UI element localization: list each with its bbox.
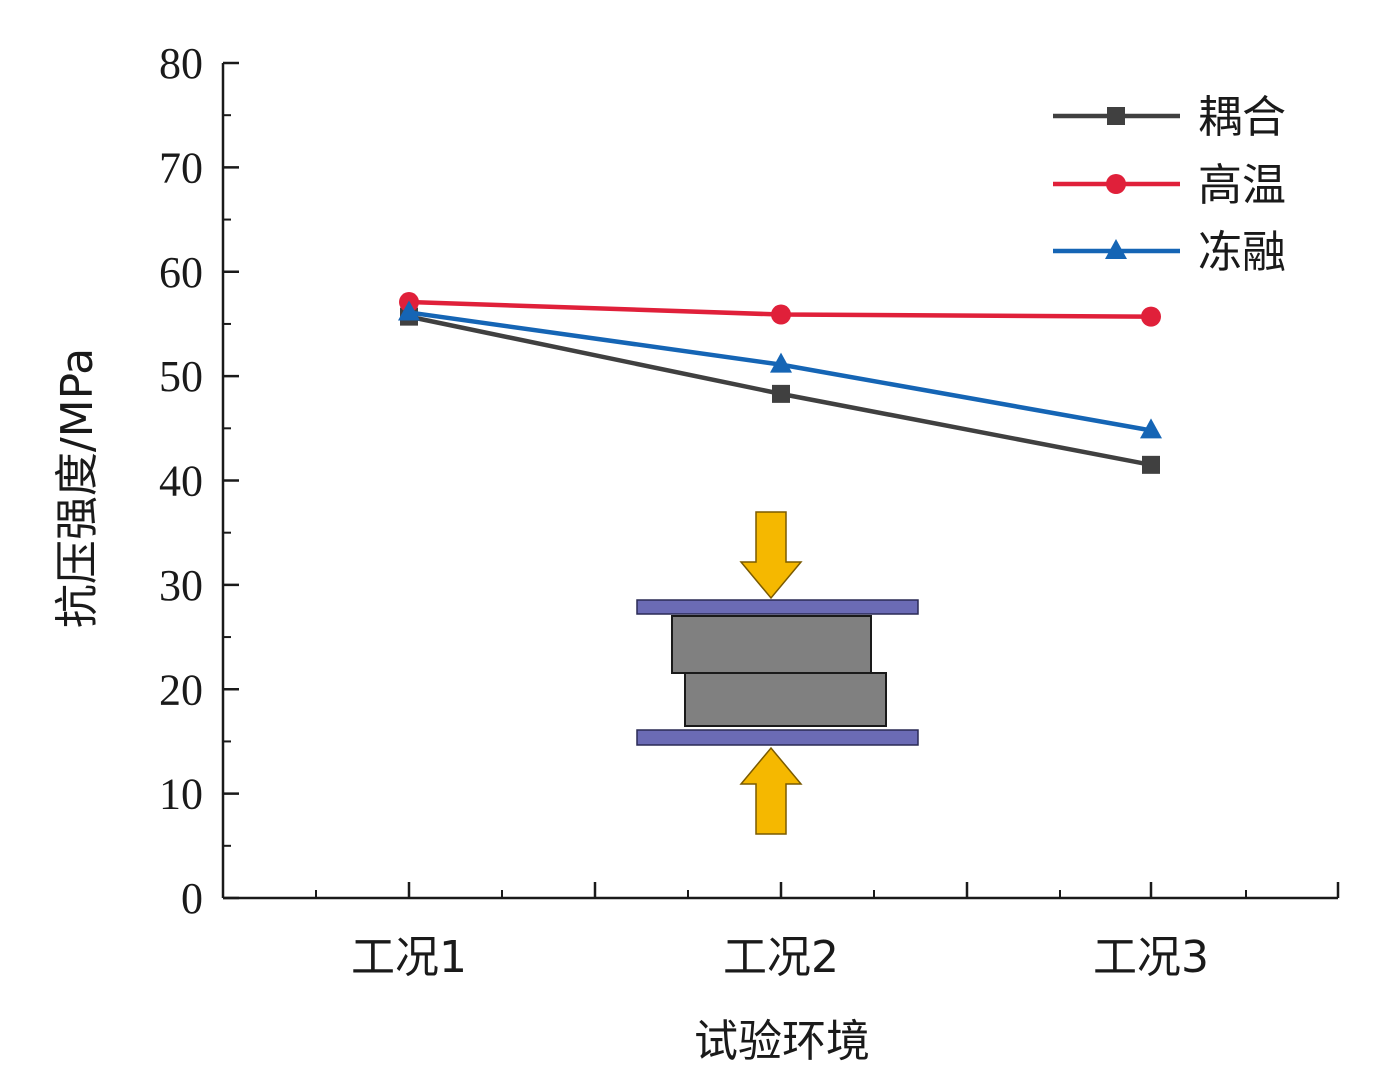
x-tick-label: 工况2	[723, 932, 839, 983]
compression-test-specimen-icon	[636, 511, 919, 835]
bottom-plate	[636, 729, 919, 746]
axes: 0 10 20 30 40 50 60 70 80 工况1 工况2 工况3	[159, 39, 1340, 983]
up-arrow-icon	[739, 746, 803, 835]
data-point	[1140, 418, 1162, 439]
data-point	[398, 300, 420, 321]
top-plate	[636, 599, 919, 615]
legend-label: 耦合	[1198, 92, 1286, 143]
legend-marker	[1105, 239, 1127, 259]
series-3	[398, 300, 1162, 439]
series-2	[399, 292, 1161, 327]
legend-label: 冻融	[1198, 227, 1286, 278]
y-tick-label: 40	[159, 457, 203, 506]
data-point	[772, 384, 790, 403]
legend-marker	[1107, 107, 1125, 125]
data-point	[1141, 306, 1161, 327]
lower-block	[684, 672, 887, 727]
data-point	[771, 304, 791, 325]
y-tick-label: 70	[159, 143, 203, 192]
x-axis-title: 试验环境	[694, 1016, 870, 1067]
y-tick-label: 30	[159, 561, 203, 610]
x-tick-label: 工况1	[351, 932, 467, 983]
y-tick-label: 0	[181, 874, 203, 923]
legend-label: 高温	[1198, 160, 1286, 211]
series-1	[400, 307, 1160, 474]
y-tick-label: 80	[159, 39, 203, 88]
y-tick-label: 50	[159, 352, 203, 401]
y-tick-label: 10	[159, 770, 203, 819]
y-tick-label: 20	[159, 665, 203, 714]
y-axis-title: 抗压强度/MPa	[52, 348, 103, 628]
data-point	[770, 352, 792, 373]
x-tick-label: 工况3	[1093, 932, 1209, 983]
series-layer	[398, 292, 1162, 474]
legend-marker	[1106, 174, 1126, 194]
data-point	[1142, 455, 1160, 474]
down-arrow-icon	[739, 511, 803, 600]
upper-block	[671, 615, 872, 674]
y-tick-label: 60	[159, 248, 203, 297]
